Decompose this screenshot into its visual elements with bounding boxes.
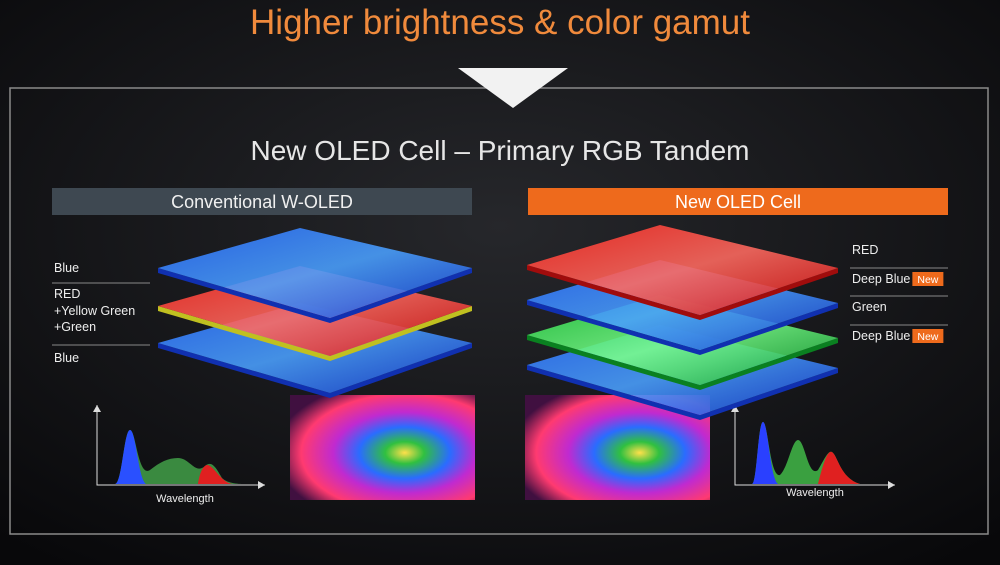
heading-bar bbox=[528, 188, 948, 215]
arrow bbox=[458, 68, 568, 108]
layer bbox=[158, 228, 472, 318]
heading: Conventional W-OLED bbox=[171, 192, 353, 212]
spectrum-peak bbox=[198, 464, 232, 484]
layer-label: Blue bbox=[54, 351, 79, 365]
badge bbox=[912, 329, 944, 343]
layer-label: +Yellow Green bbox=[54, 304, 135, 318]
axis-arrow bbox=[93, 405, 101, 412]
layer-label: Deep Blue bbox=[852, 329, 910, 343]
layer-label: Green bbox=[852, 300, 887, 314]
flower-image bbox=[290, 395, 475, 500]
spectrum-peak bbox=[818, 451, 860, 484]
subtitle: New OLED Cell – Primary RGB Tandem bbox=[251, 135, 750, 166]
layer-label: +Green bbox=[54, 320, 96, 334]
axis-arrow bbox=[731, 405, 739, 412]
axis-label: Wavelength bbox=[786, 487, 844, 499]
heading: New OLED Cell bbox=[675, 192, 801, 212]
layer-label: Blue bbox=[54, 261, 79, 275]
badge-label: New bbox=[917, 274, 938, 286]
axis-label: Wavelength bbox=[156, 493, 214, 505]
layer-edge bbox=[527, 265, 838, 320]
spectrum-peak bbox=[115, 430, 146, 484]
layer-edge bbox=[527, 365, 838, 420]
layer bbox=[527, 225, 838, 315]
spectrum-axes bbox=[96, 405, 895, 486]
layer-edge bbox=[527, 300, 838, 355]
layer-label: RED bbox=[852, 243, 878, 257]
axis-arrow bbox=[888, 481, 895, 489]
layer-label: Deep Blue bbox=[852, 272, 910, 286]
badge bbox=[912, 272, 944, 286]
axis-arrow bbox=[258, 481, 265, 489]
title: Higher brightness & color gamut bbox=[250, 3, 750, 42]
spectrum-peak bbox=[752, 422, 778, 484]
layer-edge bbox=[527, 335, 838, 390]
layer-label: RED bbox=[54, 287, 80, 301]
heading-bar bbox=[52, 188, 472, 215]
badge-label: New bbox=[917, 331, 938, 343]
